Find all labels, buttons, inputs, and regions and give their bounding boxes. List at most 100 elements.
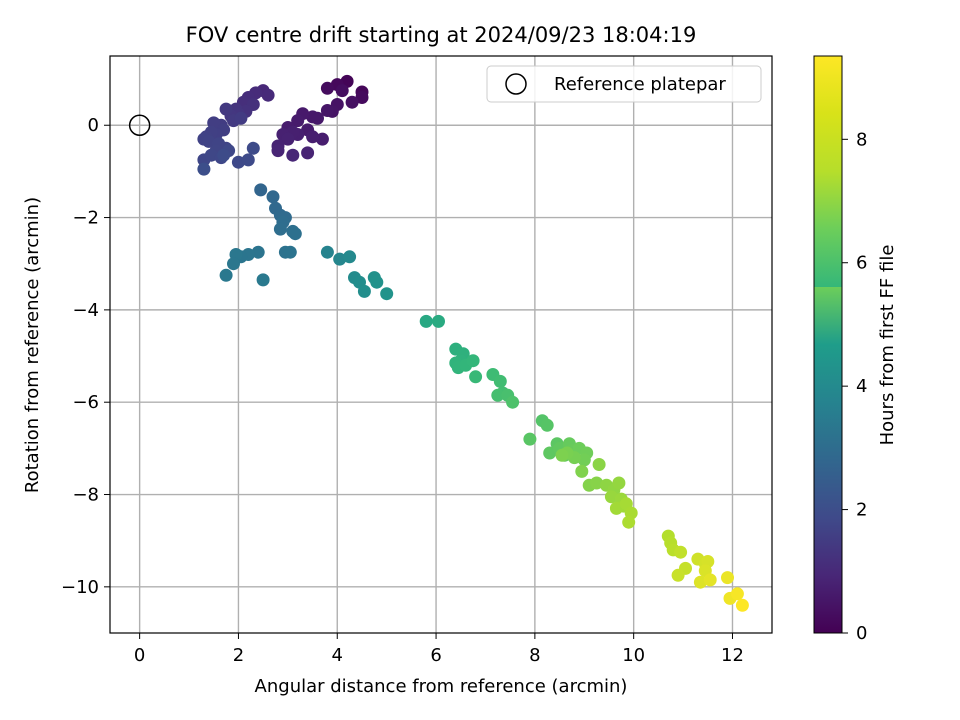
scatter-point bbox=[261, 88, 275, 102]
scatter-point bbox=[291, 114, 305, 128]
scatter-point bbox=[234, 111, 248, 125]
legend-reference-marker bbox=[505, 73, 527, 95]
x-tick-label: 8 bbox=[529, 645, 540, 666]
scatter-point bbox=[246, 141, 260, 155]
scatter-point bbox=[306, 110, 320, 124]
scatter-point bbox=[491, 388, 505, 402]
colorbar: 0 2 4 6 8 Hours from first FF file bbox=[813, 55, 898, 644]
scatter-point bbox=[380, 287, 394, 301]
scatter-point bbox=[590, 476, 604, 490]
scatter-point bbox=[301, 146, 315, 160]
scatter-point bbox=[357, 284, 371, 298]
y-tick-label: −10 bbox=[61, 577, 99, 598]
scatter-point bbox=[703, 573, 717, 587]
chart-title: FOV centre drift starting at 2024/09/23 … bbox=[186, 23, 697, 47]
scatter-point bbox=[219, 268, 233, 282]
legend-label: Reference platepar bbox=[554, 74, 726, 95]
colorbar-label: Hours from first FF file bbox=[877, 245, 898, 446]
scatter-point bbox=[693, 575, 707, 589]
colorbar-tick-label: 0 bbox=[856, 623, 867, 644]
scatter-point bbox=[320, 81, 334, 95]
scatter-point bbox=[231, 155, 245, 169]
x-tick-label: 10 bbox=[622, 645, 645, 666]
scatter-point bbox=[469, 370, 483, 384]
colorbar-tick-label: 2 bbox=[856, 500, 867, 521]
y-tick-label: −2 bbox=[72, 208, 99, 229]
reference-layer bbox=[128, 114, 151, 136]
scatter-point bbox=[575, 464, 589, 478]
scatter-point bbox=[320, 245, 334, 259]
scatter-point bbox=[540, 418, 554, 432]
scatter-point bbox=[355, 91, 369, 104]
scatter-point bbox=[609, 501, 623, 515]
scatter-point bbox=[197, 162, 211, 176]
y-tick-label: −8 bbox=[72, 485, 99, 506]
scatter-point bbox=[217, 148, 231, 162]
colorbar-tick-label: 4 bbox=[856, 376, 867, 397]
scatter-point bbox=[254, 183, 268, 197]
x-tick-label: 12 bbox=[721, 645, 744, 666]
scatter-point bbox=[370, 275, 384, 289]
scatter-point bbox=[227, 257, 240, 271]
scatter-point bbox=[671, 568, 685, 582]
y-axis-label: Rotation from reference (arcmin) bbox=[22, 197, 43, 493]
x-tick-label: 0 bbox=[134, 645, 145, 666]
scatter-point bbox=[555, 448, 569, 462]
scatter-point bbox=[271, 144, 285, 158]
scatter-point bbox=[333, 252, 347, 266]
scatter-point bbox=[204, 148, 218, 162]
scatter-point bbox=[281, 132, 295, 146]
x-tick-label: 4 bbox=[332, 645, 343, 666]
x-tick-label: 2 bbox=[233, 645, 244, 666]
scatter-point bbox=[266, 190, 280, 204]
scatter-point bbox=[419, 314, 433, 328]
x-tick-label: 6 bbox=[430, 645, 441, 666]
reference-platepar-marker bbox=[128, 114, 151, 136]
scatter-point bbox=[735, 598, 749, 612]
scatter-point bbox=[256, 273, 270, 287]
scatter-point bbox=[273, 222, 287, 236]
scatter-point bbox=[306, 130, 320, 144]
legend: Reference platepar bbox=[486, 65, 762, 103]
scatter-point bbox=[674, 545, 688, 559]
scatter-point bbox=[523, 432, 537, 446]
colorbar-ticks: 0 2 4 6 8 bbox=[842, 129, 867, 644]
scatter-point bbox=[432, 314, 445, 328]
scatter-point bbox=[343, 250, 357, 264]
scatter-point bbox=[730, 587, 744, 601]
scatter-point bbox=[612, 476, 626, 490]
y-axis-ticks: 0 −2 −4 −6 −8 −10 bbox=[61, 115, 110, 598]
scatter-point bbox=[493, 374, 507, 388]
grid-layer bbox=[110, 56, 772, 633]
scatter-point bbox=[721, 571, 734, 585]
scatter-point bbox=[335, 84, 349, 98]
y-tick-label: 0 bbox=[88, 115, 99, 136]
scatter-point bbox=[286, 148, 300, 162]
colorbar-gradient bbox=[813, 55, 843, 634]
x-axis-ticks: 0 2 4 6 8 10 12 bbox=[134, 633, 744, 666]
scatter-point bbox=[592, 458, 606, 471]
legend-box bbox=[486, 65, 762, 103]
scatter-point bbox=[241, 153, 255, 167]
y-tick-label: −4 bbox=[72, 300, 99, 321]
scatter-point bbox=[506, 395, 520, 409]
scatter-point bbox=[320, 104, 334, 117]
plot-frame bbox=[109, 55, 773, 634]
scatter-point bbox=[283, 245, 297, 259]
scatter-point bbox=[202, 134, 216, 148]
scatter-point bbox=[288, 227, 302, 241]
colorbar-tick-label: 8 bbox=[856, 129, 867, 150]
colorbar-tick-label: 6 bbox=[856, 253, 867, 274]
scatter-point bbox=[622, 515, 636, 529]
scatter-point bbox=[543, 446, 557, 460]
x-axis-label: Angular distance from reference (arcmin) bbox=[255, 676, 628, 697]
scatter-point bbox=[251, 245, 265, 259]
scatter-point bbox=[466, 354, 480, 368]
y-tick-label: −6 bbox=[72, 392, 99, 413]
scatter-point bbox=[345, 95, 359, 109]
scatter-point bbox=[315, 132, 329, 146]
scatter-point bbox=[604, 490, 618, 504]
scatter-point bbox=[577, 453, 591, 467]
scatter-points bbox=[197, 74, 749, 612]
